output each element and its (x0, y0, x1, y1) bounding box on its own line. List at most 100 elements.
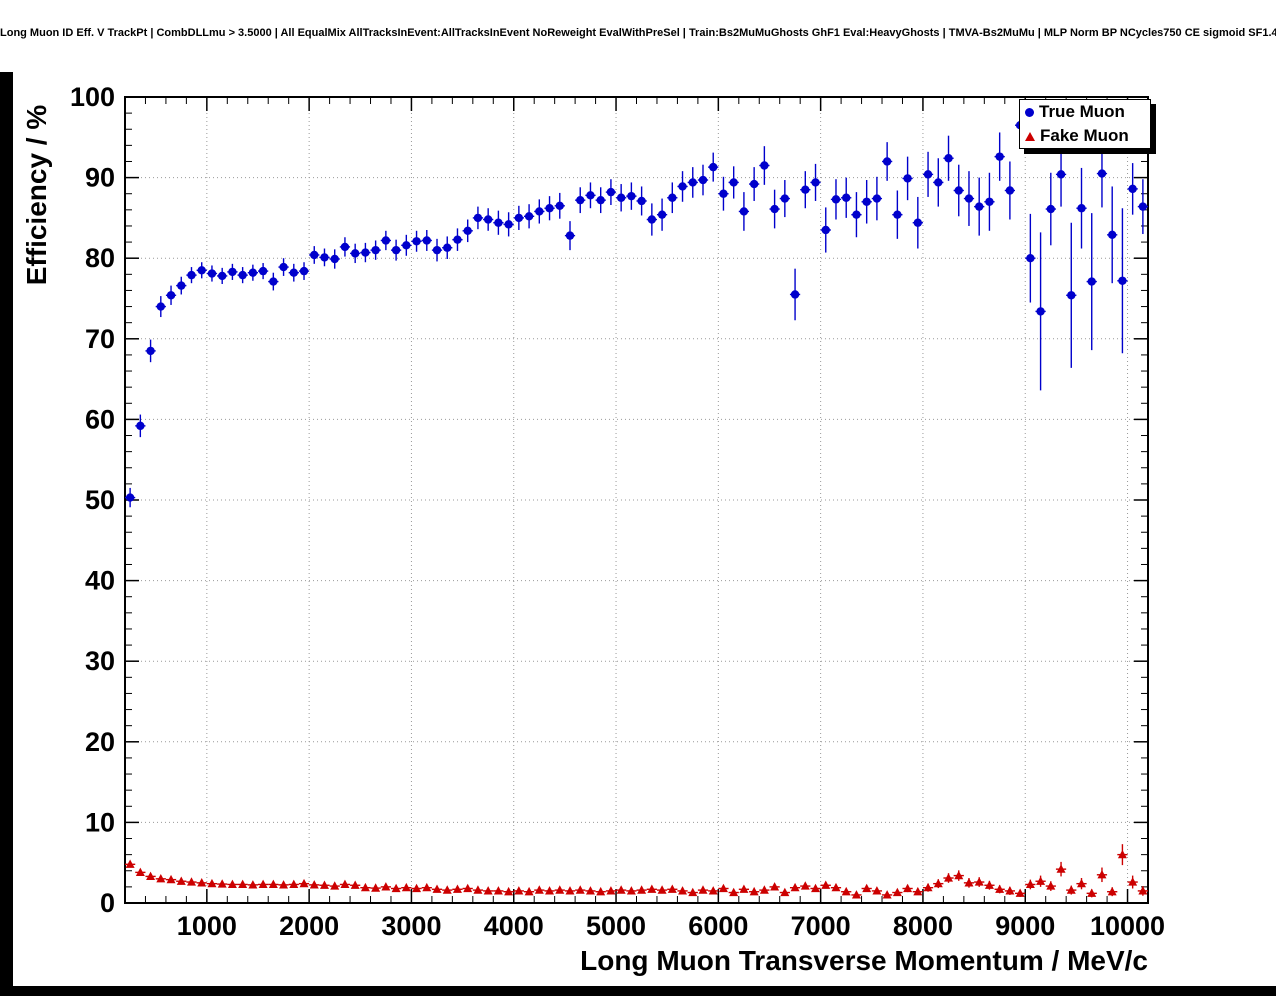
true-muon-marker-icon (1025, 107, 1034, 117)
data-point-marker (637, 885, 647, 894)
data-point-marker (1046, 204, 1056, 214)
data-point-marker (473, 885, 483, 894)
data-point-marker (1117, 849, 1127, 859)
data-point-marker (1005, 186, 1015, 195)
data-point-marker (207, 878, 217, 888)
data-point-marker (483, 215, 493, 224)
data-point-marker (739, 207, 749, 216)
data-point-marker (1138, 202, 1148, 211)
data-point-marker (688, 178, 697, 187)
data-point-marker (136, 421, 145, 431)
data-point-marker (432, 884, 442, 893)
data-point-marker (156, 302, 166, 311)
data-point-marker (852, 210, 861, 219)
data-point-marker (954, 186, 963, 195)
data-point-marker (217, 879, 227, 888)
data-point-marker (678, 886, 688, 895)
data-point-marker (688, 887, 698, 897)
data-point-marker (586, 191, 595, 200)
data-point-marker (749, 886, 759, 896)
data-point-marker (545, 204, 554, 213)
data-point-marker (1066, 885, 1076, 894)
data-point-marker (831, 882, 841, 892)
data-point-marker (667, 884, 677, 893)
data-point-marker (708, 886, 718, 895)
data-point-marker (146, 346, 155, 356)
data-point-marker (882, 890, 892, 899)
data-point-marker (391, 883, 401, 893)
data-point-marker (800, 881, 810, 890)
x-tick-label: 7000 (791, 911, 851, 941)
data-point-marker (166, 291, 176, 300)
x-tick-label: 10000 (1090, 911, 1165, 941)
data-point-marker (729, 887, 739, 897)
data-point-marker (156, 874, 166, 883)
data-point-marker (923, 882, 933, 892)
data-point-marker (984, 880, 994, 889)
data-point-marker (647, 884, 657, 893)
data-point-marker (606, 886, 616, 895)
legend-entry-fake-muon: Fake Muon (1020, 124, 1150, 148)
y-tick-label: 60 (85, 404, 115, 434)
data-point-marker (340, 242, 350, 252)
data-point-marker (463, 883, 473, 893)
data-point-marker (432, 245, 442, 255)
data-point-marker (576, 195, 585, 205)
data-point-marker (934, 178, 943, 187)
data-point-marker (228, 267, 237, 277)
y-axis-title: Efficiency / % (21, 105, 52, 286)
data-point-marker (187, 270, 196, 280)
data-point-marker (995, 152, 1004, 161)
x-tick-label: 3000 (381, 911, 441, 941)
data-point-marker (545, 886, 555, 895)
data-point-marker (954, 870, 964, 880)
data-point-marker (749, 179, 759, 189)
data-point-marker (422, 236, 431, 245)
data-point-marker (760, 161, 769, 170)
data-point-marker (289, 879, 299, 889)
x-tick-label: 1000 (177, 911, 237, 941)
data-point-marker (514, 213, 524, 223)
data-point-marker (565, 231, 575, 240)
data-point-marker (340, 879, 350, 889)
y-tick-label: 0 (100, 888, 115, 918)
data-point-marker (504, 220, 513, 229)
data-point-marker (985, 197, 994, 206)
data-point-marker (412, 237, 421, 246)
data-point-marker (718, 883, 728, 893)
data-point-marker (1087, 277, 1096, 286)
data-point-marker (893, 210, 902, 219)
data-point-marker (1036, 307, 1045, 316)
x-tick-label: 2000 (279, 911, 339, 941)
x-tick-label: 5000 (586, 911, 646, 941)
x-tick-label: 8000 (893, 911, 953, 941)
fake-muon-marker-icon (1025, 131, 1035, 141)
data-point-marker (197, 266, 206, 275)
data-point-marker (258, 266, 268, 276)
data-point-marker (350, 880, 360, 889)
data-point-marker (780, 887, 790, 897)
data-point-marker (361, 248, 370, 257)
legend: True Muon Fake Muon (1019, 99, 1151, 149)
data-point-marker (913, 886, 923, 896)
data-point-marker (1005, 886, 1015, 895)
data-point-marker (238, 879, 248, 889)
data-point-marker (401, 882, 411, 892)
data-point-marker (790, 290, 800, 299)
data-point-marker (371, 883, 381, 892)
data-point-marker (780, 194, 790, 203)
data-point-marker (821, 880, 831, 889)
gridlines (125, 97, 1148, 903)
data-point-marker (923, 170, 933, 179)
legend-entry-true-muon: True Muon (1020, 100, 1150, 124)
x-tick-label: 6000 (688, 911, 748, 941)
canvas-bottom-border (0, 986, 1276, 996)
data-point-marker (995, 884, 1005, 893)
data-point-marker (135, 867, 145, 876)
data-point-marker (186, 877, 196, 886)
data-point-marker (1107, 230, 1117, 240)
data-point-marker (299, 878, 309, 888)
canvas-left-border (0, 72, 13, 996)
data-point-marker (1067, 291, 1076, 300)
data-point-marker (719, 189, 728, 198)
